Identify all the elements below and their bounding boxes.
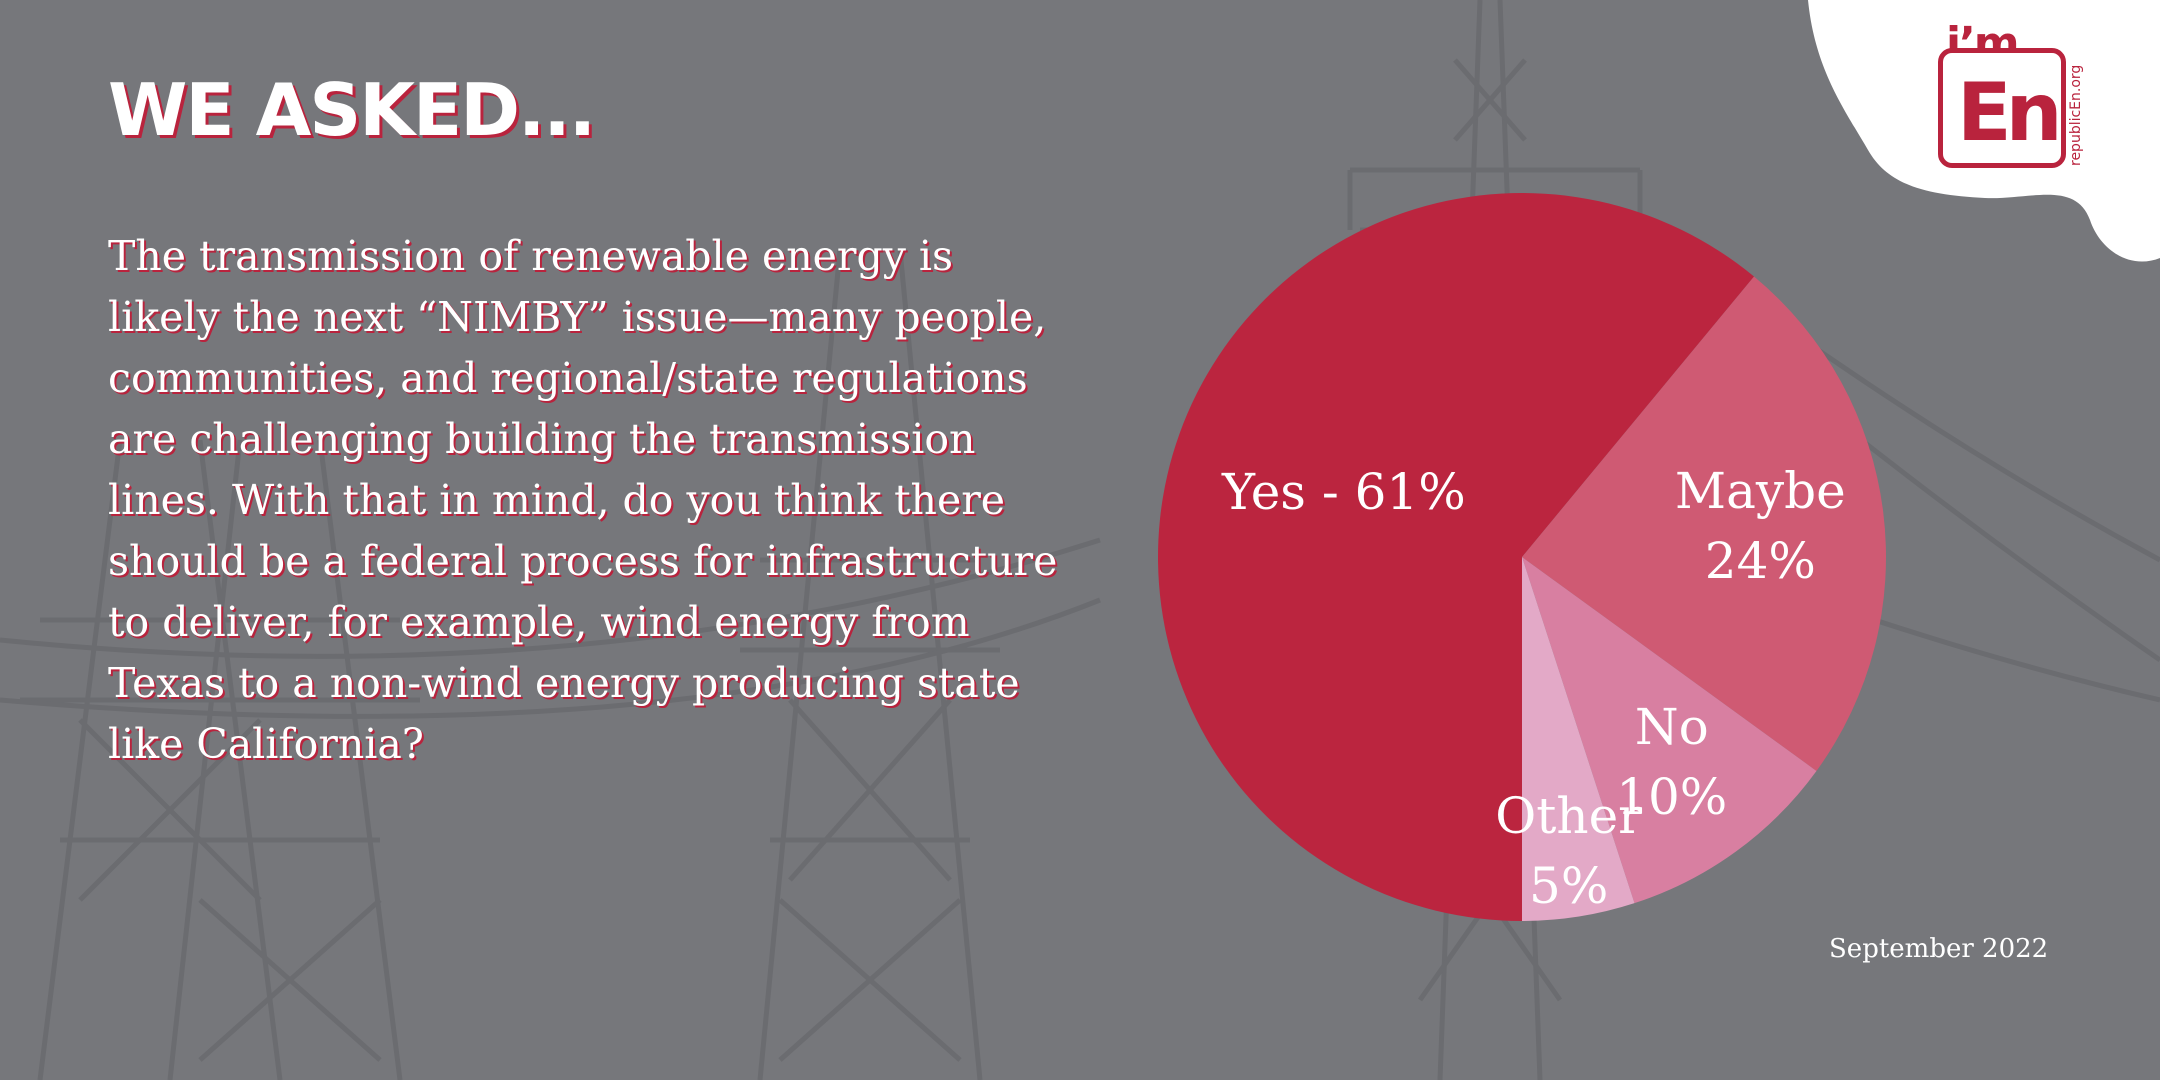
- headline: WE ASKED...: [108, 68, 596, 152]
- logo-box: En: [1938, 48, 2066, 168]
- pie-chart: [1158, 193, 1886, 922]
- logo-url-text: republicEn.org: [2068, 64, 2084, 166]
- pie-label-line: No: [1635, 698, 1709, 756]
- pie-label-no: No 10%: [1616, 698, 1727, 826]
- pie-label-line: 24%: [1705, 532, 1816, 590]
- pie-slice-maybe: [1522, 276, 1886, 771]
- pie-slice-yes: [1158, 193, 1755, 922]
- survey-date: September 2022: [1829, 934, 2049, 964]
- pie-slice-other: [1522, 557, 1635, 921]
- pie-label-yes: Yes - 61%: [1221, 463, 1466, 521]
- logo-en-text: En: [1957, 66, 2063, 159]
- pie-label-other: Other 5%: [1495, 787, 1642, 915]
- pie-slice-no: [1522, 557, 1817, 904]
- pie-label-line: 5%: [1529, 857, 1608, 915]
- pie-label-line: 10%: [1616, 768, 1727, 826]
- pie-label-line: Yes - 61%: [1221, 463, 1466, 521]
- republicen-logo: i’m En republicEn.org: [1936, 18, 2096, 176]
- pie-labels: Yes - 61% Maybe 24% No 10%Other 5%: [1221, 462, 1846, 915]
- survey-question: The transmission of renewable energy is …: [108, 232, 1058, 768]
- pie-label-maybe: Maybe 24%: [1675, 462, 1846, 590]
- pie-label-line: Maybe: [1675, 462, 1846, 520]
- pie-label-line: Other: [1495, 787, 1642, 845]
